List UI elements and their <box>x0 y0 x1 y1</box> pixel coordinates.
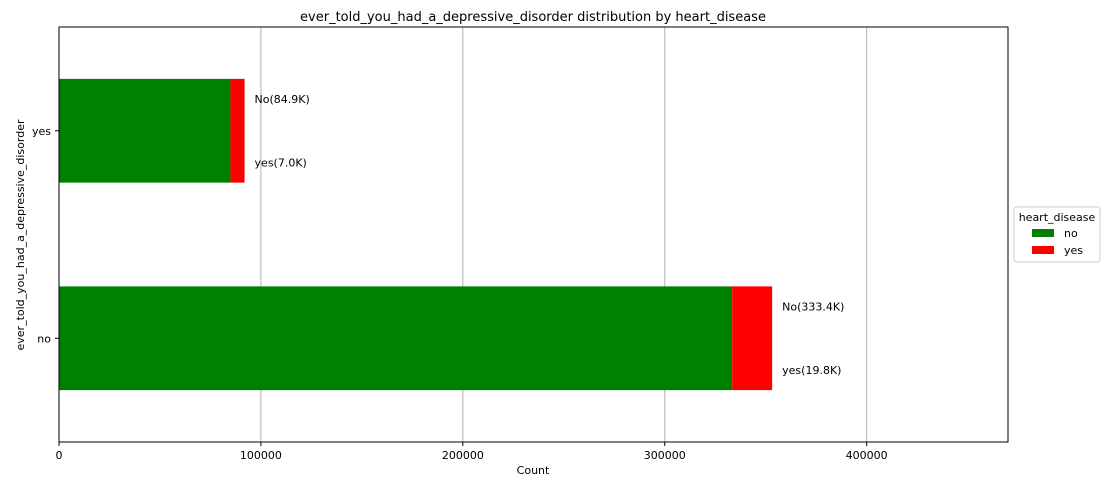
bar-yes-yes <box>230 78 245 183</box>
x-tick-label: 200000 <box>442 449 484 462</box>
legend-label-yes: yes <box>1064 244 1083 257</box>
bars <box>59 78 773 391</box>
bar-no-no <box>59 286 733 391</box>
x-tick-label: 0 <box>56 449 63 462</box>
legend-label-no: no <box>1064 227 1078 240</box>
bar-yes-no <box>59 78 231 183</box>
legend-swatch-yes <box>1032 246 1054 254</box>
axes: no yes 0 100000 200000 300000 400000 <box>32 26 1009 462</box>
plot-frame <box>58 26 1009 443</box>
x-tick-label: 300000 <box>644 449 686 462</box>
y-tick-label: yes <box>32 125 51 138</box>
data-label: yes(7.0K) <box>255 157 307 170</box>
legend-swatch-no <box>1032 229 1054 237</box>
legend: heart_disease no yes <box>1013 206 1101 263</box>
legend-title: heart_disease <box>1019 211 1096 224</box>
y-axis-label: ever_told_you_had_a_depressive_disorder <box>14 119 27 350</box>
x-axis-label: Count <box>517 464 550 477</box>
x-tick-label: 400000 <box>846 449 888 462</box>
chart-title: ever_told_you_had_a_depressive_disorder … <box>300 10 766 25</box>
data-label: No(333.4K) <box>782 300 844 313</box>
data-labels: No(333.4K) yes(19.8K) No(84.9K) yes(7.0K) <box>255 93 845 377</box>
data-label: yes(19.8K) <box>782 364 841 377</box>
bar-no-yes <box>732 286 773 391</box>
data-label: No(84.9K) <box>255 93 310 106</box>
x-tick-label: 100000 <box>240 449 282 462</box>
y-tick-label: no <box>37 332 51 345</box>
